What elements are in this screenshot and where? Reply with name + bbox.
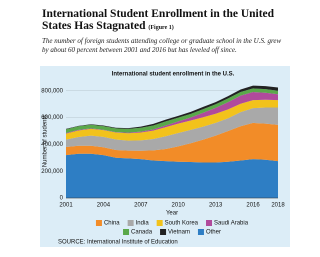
area: [66, 107, 278, 151]
legend-row: Canada Vietnam Other: [123, 229, 221, 236]
legend-swatch: [95, 220, 102, 226]
legend-row: China India South Korea Saudi Arabia: [95, 220, 249, 227]
y-tick-label: 800,000: [41, 88, 63, 94]
chart: International student enrollment in the …: [40, 66, 290, 247]
x-tick-label: 2016: [246, 203, 260, 209]
x-tick-label: 2001: [59, 203, 73, 209]
area: [66, 88, 278, 133]
area: [66, 122, 278, 163]
chart-title: International student enrollment in the …: [112, 72, 235, 78]
legend-label: India: [136, 221, 150, 227]
title-block: International Student Enrollment in the …: [42, 8, 282, 34]
subtitle: The number of foreign students attending…: [42, 37, 282, 54]
y-axis-label: Number of students: [43, 115, 49, 167]
legend-label: Vietnam: [168, 230, 190, 236]
x-tick-label: 2007: [134, 203, 148, 209]
y-tick-label: 400,000: [41, 142, 63, 148]
y-tick-label: 0: [60, 196, 64, 202]
x-tick-label: 2004: [97, 203, 111, 209]
legend-swatch: [156, 220, 163, 226]
source: SOURCE: International Institute of Educa…: [58, 240, 178, 246]
area: [66, 92, 278, 134]
area: [66, 85, 278, 130]
x-tick-label: 2018: [271, 203, 285, 209]
area: [66, 99, 278, 141]
legend-swatch: [206, 220, 213, 226]
legend-label: Saudi Arabia: [214, 221, 249, 227]
figure-label: (Figure 1): [148, 25, 174, 31]
legend-label: Canada: [131, 230, 153, 236]
legend-swatch: [160, 229, 167, 235]
y-tick-label: 200,000: [41, 169, 63, 175]
legend-label: Other: [206, 230, 221, 236]
legend-swatch: [127, 220, 134, 226]
legend-label: South Korea: [165, 221, 199, 227]
area: [66, 153, 278, 198]
x-axis-label: Year: [166, 211, 178, 217]
page: International Student Enrollment in the …: [40, 8, 290, 247]
x-tick-label: 2013: [209, 203, 223, 209]
x-tick-label: 2010: [172, 203, 186, 209]
legend-swatch: [197, 229, 204, 235]
header: International Student Enrollment in the …: [42, 8, 282, 54]
y-tick-label: 600,000: [41, 115, 63, 121]
title: International Student Enrollment in the …: [42, 8, 275, 32]
legend-label: China: [104, 221, 120, 227]
legend-swatch: [123, 229, 130, 235]
